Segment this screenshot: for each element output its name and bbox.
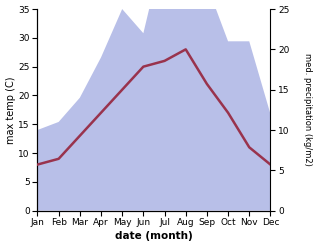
X-axis label: date (month): date (month) — [115, 231, 193, 242]
Y-axis label: med. precipitation (kg/m2): med. precipitation (kg/m2) — [303, 53, 313, 166]
Y-axis label: max temp (C): max temp (C) — [5, 76, 16, 144]
